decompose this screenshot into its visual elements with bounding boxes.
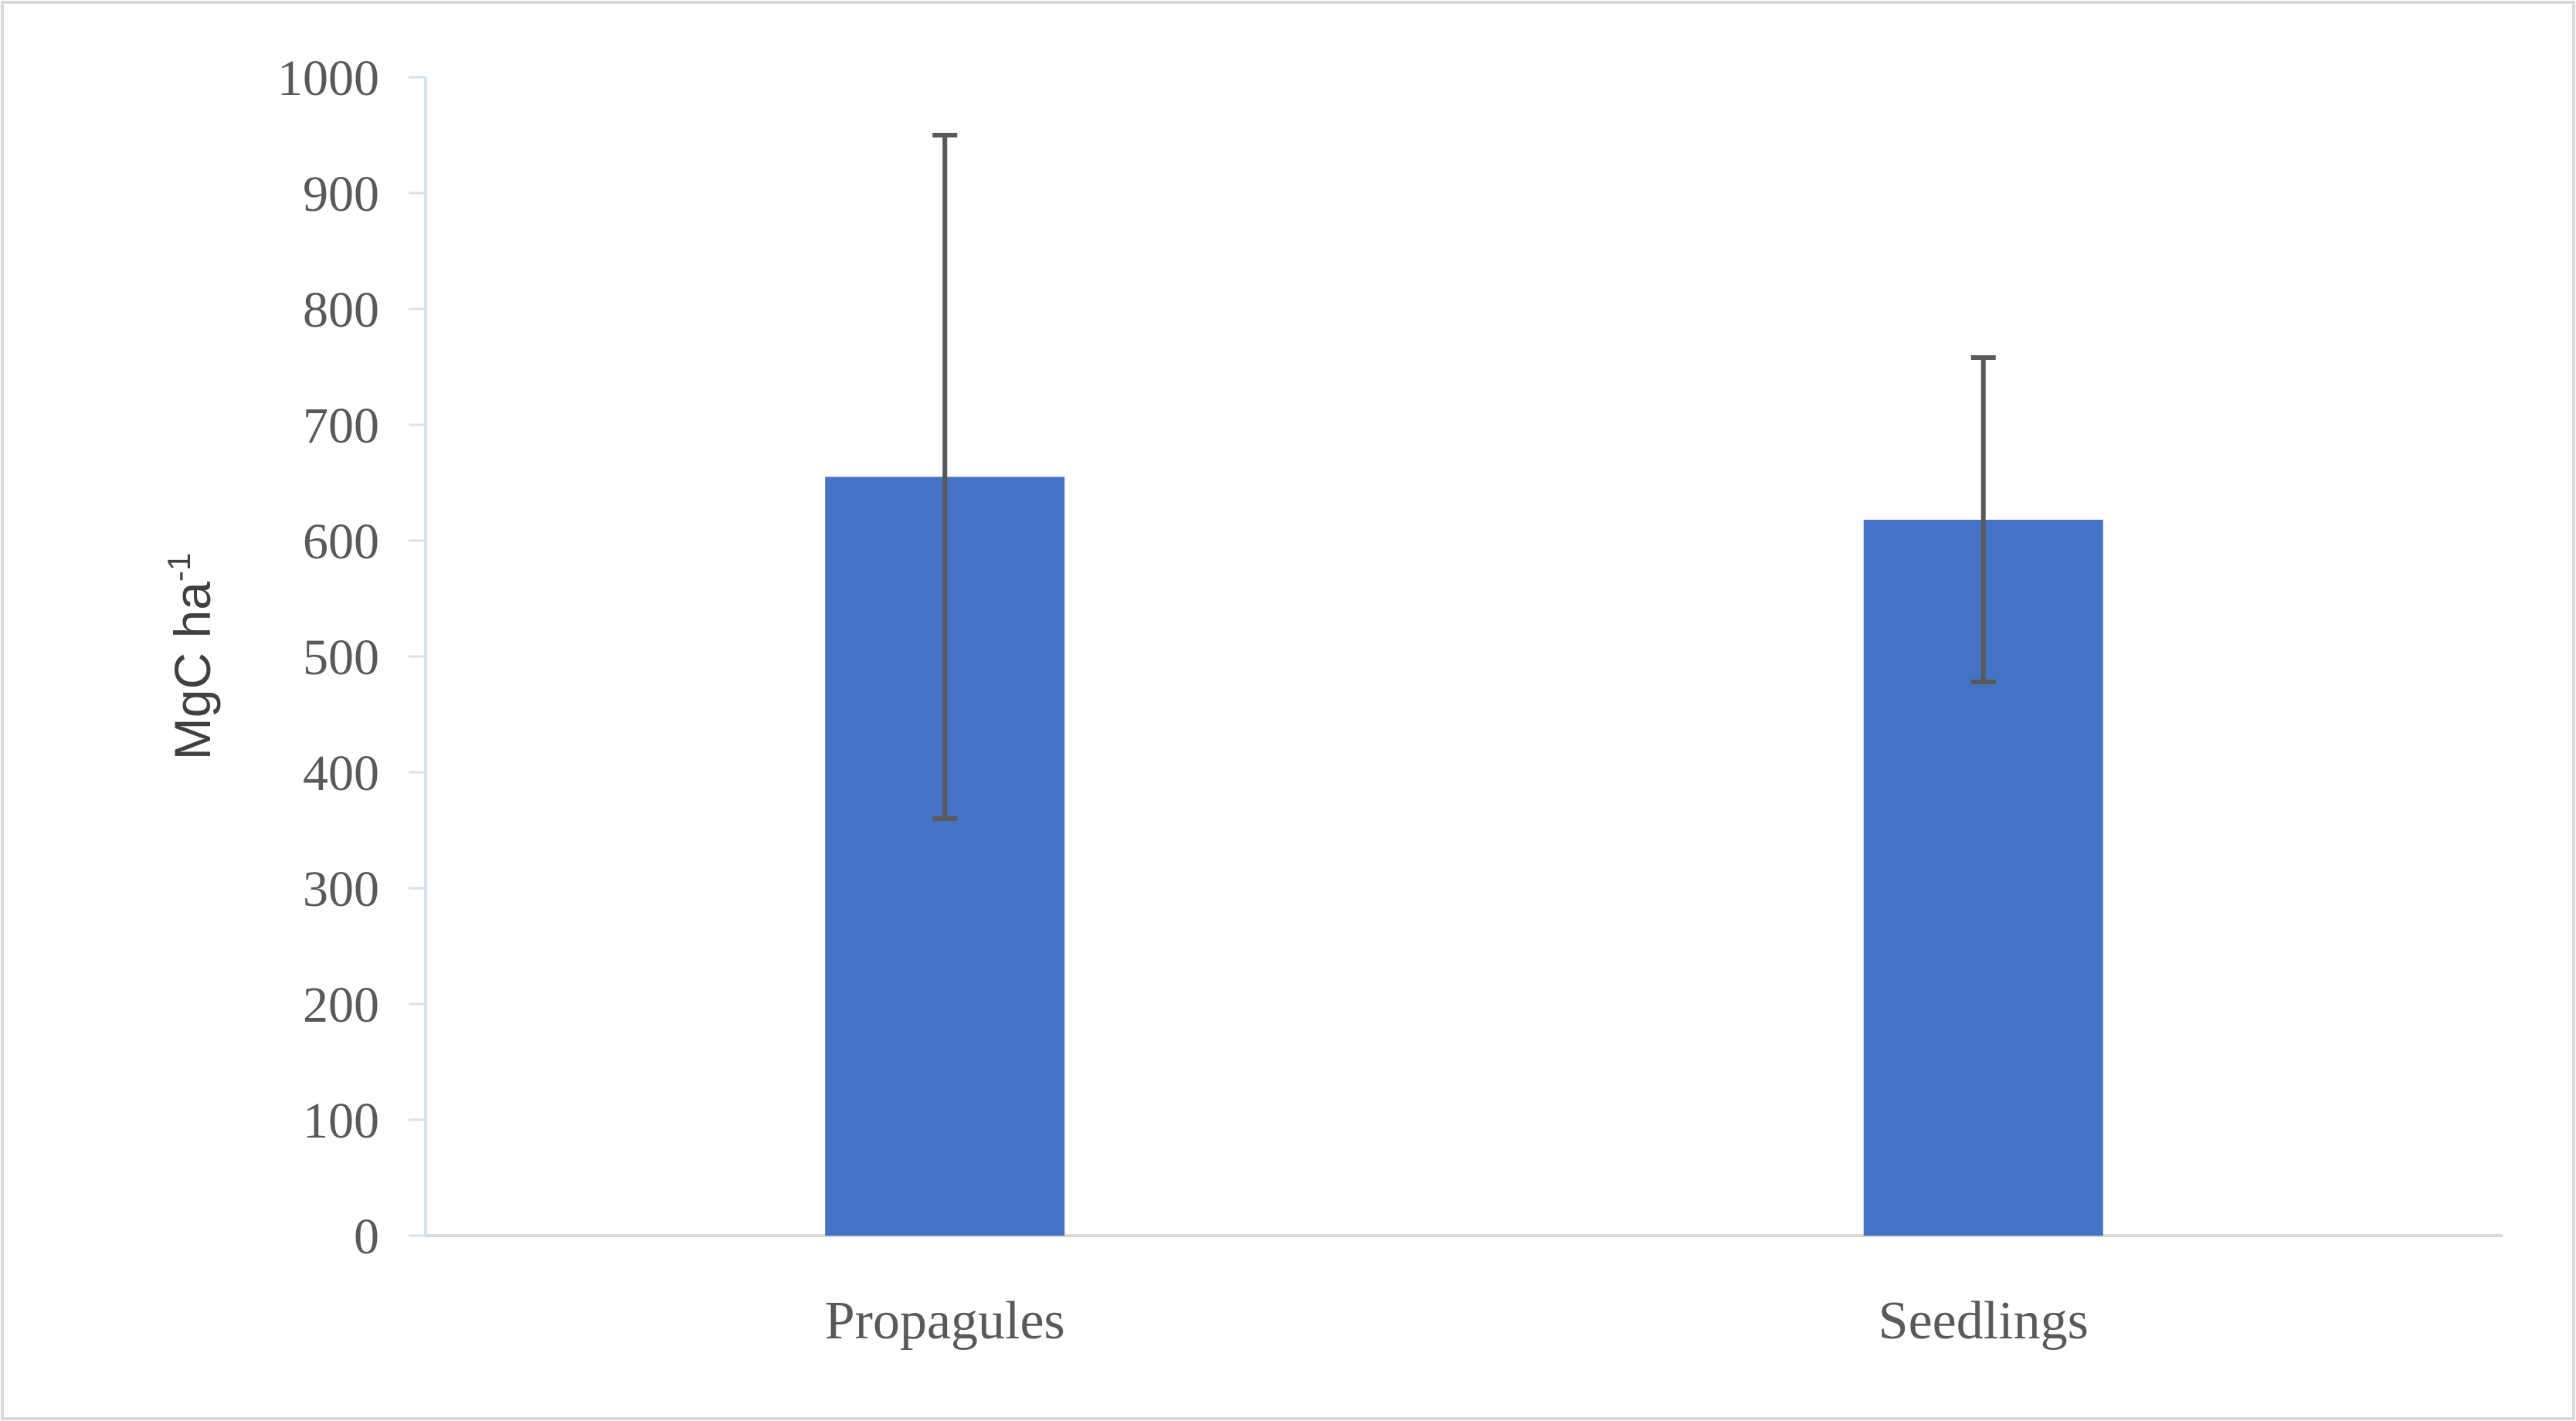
- x-tick-label: Seedlings: [1879, 1291, 2089, 1351]
- y-tick-label: 300: [303, 861, 379, 917]
- y-tick-label: 0: [354, 1209, 379, 1265]
- y-tick-label: 1000: [277, 50, 379, 107]
- x-axis: Propagules Seedlings: [426, 1234, 2503, 1351]
- y-tick-label: 900: [303, 166, 379, 222]
- y-tick-label: 600: [303, 514, 379, 570]
- y-tick-label: 200: [303, 977, 379, 1033]
- y-axis: 0 100 200 300 400 500 600 700 800 900 1000: [277, 50, 427, 1265]
- error-bars: [932, 133, 1996, 821]
- error-bar-propagules: [932, 133, 958, 821]
- y-axis-label-superscript: -1: [161, 553, 197, 582]
- y-tick-label: 400: [303, 745, 379, 802]
- y-tick-label: 500: [303, 629, 379, 686]
- y-tick-label: 700: [303, 398, 379, 454]
- x-tick-label: Propagules: [825, 1291, 1065, 1351]
- y-axis-label: MgC ha-1: [161, 553, 221, 760]
- y-axis-label-main: MgC ha: [164, 582, 221, 760]
- x-ticks: Propagules Seedlings: [825, 1291, 2089, 1351]
- y-ticks: 0 100 200 300 400 500 600 700 800 900 1000: [277, 50, 426, 1265]
- y-tick-label: 100: [303, 1093, 379, 1149]
- error-bar-seedlings: [1970, 355, 1996, 684]
- y-tick-label: 800: [303, 282, 379, 338]
